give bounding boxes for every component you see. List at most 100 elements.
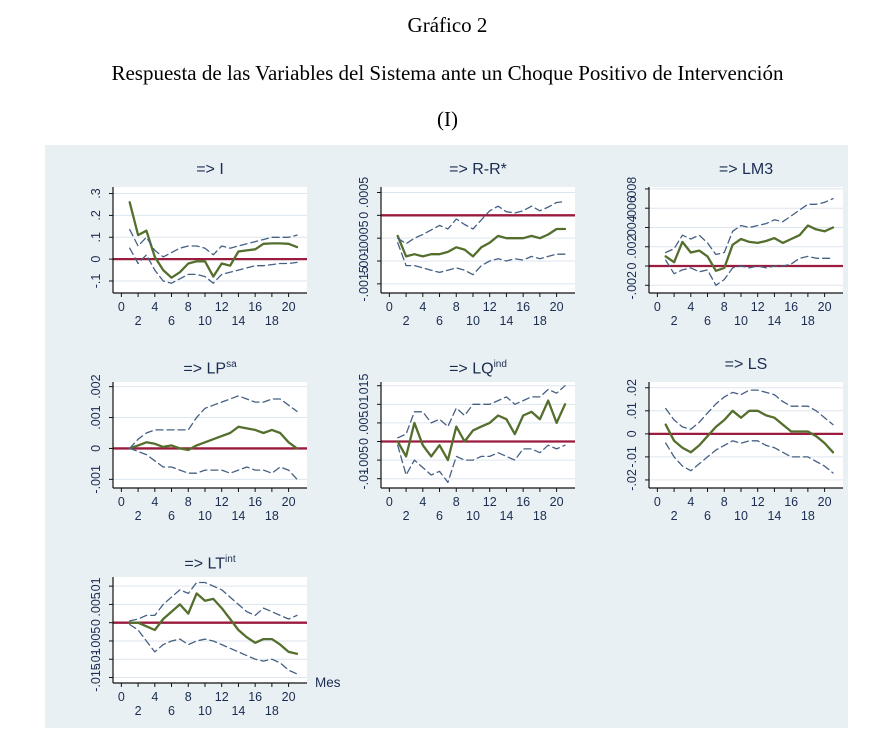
x-tick-label: 16	[784, 300, 798, 314]
irf-line	[128, 592, 299, 655]
figure-subtitle: (I)	[437, 107, 458, 131]
x-tick-label: 20	[282, 495, 296, 509]
y-tick-label: -.01	[357, 468, 371, 490]
x-axis-label: Mes	[315, 675, 341, 690]
y-tick-label: -.02	[625, 469, 639, 491]
y-tick-label: 0	[89, 619, 103, 626]
x-tick-label: 8	[185, 690, 192, 704]
irf-chart-svg: -.015-.01-.0050.005.0102468101214161820M…	[89, 577, 341, 718]
x-tick-label: 6	[436, 314, 443, 328]
ci-lower-line	[129, 623, 298, 675]
x-tick-label: 18	[533, 314, 547, 328]
x-tick-label: 6	[436, 509, 443, 523]
x-tick-label: 12	[751, 300, 765, 314]
x-tick-label: 20	[550, 495, 564, 509]
x-tick-label: 0	[386, 495, 393, 509]
irf-line	[128, 201, 299, 279]
x-tick-label: 0	[654, 300, 661, 314]
x-tick-label: 20	[818, 300, 832, 314]
y-tick-label: 0	[625, 430, 639, 437]
x-tick-label: 10	[466, 509, 480, 523]
figure-caption: Gráfico 2 Respuesta de las Variables del…	[0, 0, 895, 132]
irf-line	[396, 227, 567, 258]
subplot-LM3: => LM3 -.002 0.002.004.006.008 0 2 4 6 8 10 12 14 1…	[597, 159, 853, 329]
x-tick-label: 16	[516, 495, 530, 509]
x-tick-label: 8	[453, 300, 460, 314]
y-tick-label: .005	[357, 411, 371, 435]
x-tick-label: 12	[483, 495, 497, 509]
y-tick-label: 0	[89, 445, 103, 452]
subplot-LQind: => LQind -.01 -.005 0.005.01.015 0 2 4 6 8 10 12 14…	[329, 354, 585, 524]
y-tick-label: -.01	[89, 648, 103, 670]
ci-upper-line	[129, 228, 298, 258]
x-tick-label: 16	[248, 495, 262, 509]
x-tick-label: 16	[248, 690, 262, 704]
x-tick-label: 10	[734, 509, 748, 523]
x-tick-label: 10	[198, 314, 212, 328]
y-tick-label: -.0015	[357, 266, 371, 301]
x-tick-label: 14	[231, 509, 245, 523]
x-tick-label: 10	[734, 314, 748, 328]
y-tick-label: .004	[625, 215, 639, 239]
y-tick-label: .02	[625, 379, 639, 396]
x-tick-label: 8	[185, 300, 192, 314]
x-tick-label: 2	[403, 509, 410, 523]
subplot-I: => I -.1 0.1.2.3 0 2 4 6 8 10 12 14 16 18 20	[61, 159, 317, 329]
x-tick-label: 4	[151, 690, 158, 704]
y-tick-label: -.001	[357, 247, 371, 276]
y-tick-label: .008	[625, 177, 639, 201]
x-tick-label: 16	[784, 495, 798, 509]
x-tick-label: 4	[419, 300, 426, 314]
x-tick-label: 18	[265, 509, 279, 523]
x-tick-label: 6	[704, 314, 711, 328]
x-tick-label: 8	[721, 300, 728, 314]
x-tick-label: 4	[419, 495, 426, 509]
y-tick-label: 0	[357, 212, 371, 219]
x-tick-label: 12	[215, 495, 229, 509]
x-tick-label: 2	[671, 314, 678, 328]
ci-upper-line	[397, 385, 566, 439]
x-tick-label: 10	[198, 704, 212, 718]
y-tick-label: -.01	[625, 446, 639, 468]
x-tick-label: 16	[248, 300, 262, 314]
ci-upper-line	[665, 389, 834, 430]
x-tick-label: 0	[118, 300, 125, 314]
subplot-title: => I	[196, 161, 224, 178]
x-tick-label: 14	[231, 314, 245, 328]
x-tick-label: 12	[483, 300, 497, 314]
x-tick-label: 20	[550, 300, 564, 314]
y-tick-label: .001	[89, 405, 103, 429]
x-tick-label: 14	[499, 509, 513, 523]
subplot-title: => R-R*	[449, 161, 507, 178]
subplot-title: => LS	[724, 356, 768, 373]
subplot-title: => LQind	[449, 359, 507, 378]
y-tick-label: .0005	[357, 177, 371, 208]
y-tick-label: -.005	[357, 446, 371, 475]
ci-lower-line	[665, 440, 834, 474]
x-tick-label: 0	[386, 300, 393, 314]
x-tick-label: 8	[721, 495, 728, 509]
x-tick-label: 18	[265, 704, 279, 718]
y-tick-label: .2	[89, 210, 103, 220]
x-tick-label: 6	[168, 704, 175, 718]
x-tick-label: 0	[654, 495, 661, 509]
x-tick-label: 10	[198, 509, 212, 523]
subplot-LPsa: => LPsa -.001 0.001.002 0 2 4 6 8 10 12 14 16 18 20	[61, 354, 317, 524]
y-tick-label: 0	[89, 256, 103, 263]
x-tick-label: 18	[801, 314, 815, 328]
x-tick-label: 6	[704, 509, 711, 523]
subplot-title: => LM3	[718, 161, 774, 178]
x-tick-label: 14	[231, 704, 245, 718]
x-tick-label: 20	[282, 690, 296, 704]
ci-upper-line	[665, 197, 834, 256]
y-tick-label: .1	[89, 232, 103, 242]
ci-upper-line	[129, 581, 298, 622]
x-tick-label: 4	[687, 495, 694, 509]
x-tick-label: 2	[135, 314, 142, 328]
subplot-LS: => LS -.02 -.01 0.01.02 0 2 4 6 8 10 12 14 16 18 20	[597, 354, 853, 524]
y-tick-label: -.0005	[357, 220, 371, 255]
y-tick-label: -.015	[89, 663, 103, 692]
